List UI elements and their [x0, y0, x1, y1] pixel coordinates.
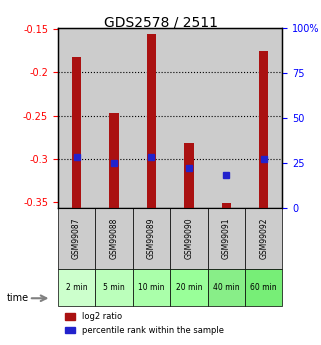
Text: GSM99087: GSM99087: [72, 218, 81, 259]
Text: GSM99092: GSM99092: [259, 218, 268, 259]
FancyBboxPatch shape: [58, 208, 95, 269]
Text: 5 min: 5 min: [103, 283, 125, 292]
Bar: [245, 28, 282, 208]
FancyBboxPatch shape: [245, 208, 282, 269]
FancyBboxPatch shape: [133, 269, 170, 306]
Bar: [184, 143, 194, 208]
Text: 20 min: 20 min: [176, 283, 202, 292]
Text: GSM99091: GSM99091: [222, 218, 231, 259]
FancyBboxPatch shape: [170, 208, 208, 269]
Bar: [133, 28, 170, 208]
FancyBboxPatch shape: [58, 269, 95, 306]
Bar: [109, 113, 119, 208]
Bar: [170, 28, 208, 208]
Bar: [58, 28, 95, 208]
Text: 10 min: 10 min: [138, 283, 165, 292]
Text: time: time: [6, 294, 29, 303]
Bar: [259, 51, 268, 208]
Bar: [147, 33, 156, 208]
FancyBboxPatch shape: [95, 208, 133, 269]
Bar: [95, 28, 133, 208]
Bar: [72, 57, 81, 208]
Text: GSM99088: GSM99088: [109, 218, 118, 259]
Text: GSM99089: GSM99089: [147, 218, 156, 259]
FancyBboxPatch shape: [208, 208, 245, 269]
FancyBboxPatch shape: [170, 269, 208, 306]
Text: GSM99090: GSM99090: [184, 218, 193, 259]
Bar: [208, 28, 245, 208]
Text: 60 min: 60 min: [250, 283, 277, 292]
Legend: log2 ratio, percentile rank within the sample: log2 ratio, percentile rank within the s…: [62, 309, 227, 338]
Bar: [221, 204, 231, 208]
Text: 2 min: 2 min: [66, 283, 87, 292]
Text: GDS2578 / 2511: GDS2578 / 2511: [103, 16, 218, 30]
FancyBboxPatch shape: [133, 208, 170, 269]
FancyBboxPatch shape: [245, 269, 282, 306]
FancyBboxPatch shape: [95, 269, 133, 306]
Text: 40 min: 40 min: [213, 283, 239, 292]
FancyBboxPatch shape: [208, 269, 245, 306]
